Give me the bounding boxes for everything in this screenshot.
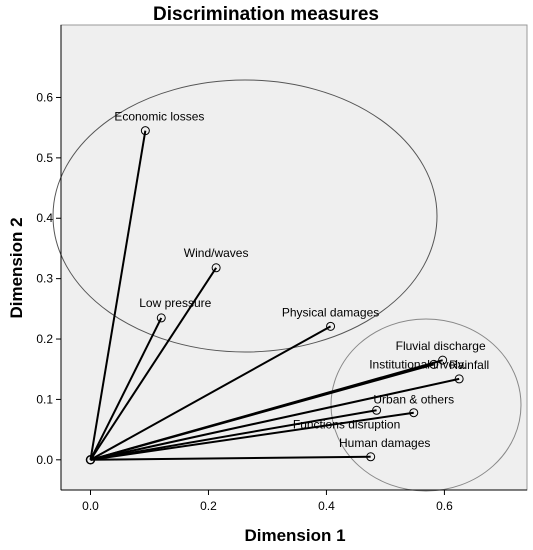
discrimination-vector: [90, 363, 435, 461]
point-label: Physical damages: [282, 305, 379, 319]
y-tick-label: 0.0: [36, 453, 53, 467]
data-point: [438, 355, 448, 365]
discrimination-vector: [89, 130, 147, 460]
discrimination-vector: [90, 409, 377, 461]
data-point: [366, 452, 376, 462]
data-point: [454, 374, 464, 384]
data-point: [372, 405, 382, 415]
point-label: Functions disruption: [293, 417, 400, 431]
point-label: Human damages: [339, 436, 430, 450]
point-label: Fluvial discharge: [396, 339, 486, 353]
point-label: Institutional involv.: [369, 357, 466, 371]
data-point: [140, 126, 150, 136]
chart-title: Discrimination measures: [153, 4, 379, 25]
data-point: [211, 263, 221, 273]
x-axis-label: Dimension 1: [244, 526, 345, 545]
point-label: Rainfall: [449, 358, 489, 372]
discrimination-vector: [90, 377, 460, 461]
axes: 0.0 0.2 0.4 0.6 0.0 0.1 0.2 0.3 0.4 0.5 0.6: [36, 25, 527, 513]
point-label: Wind/waves: [184, 246, 249, 260]
y-tick-label: 0.1: [36, 392, 53, 406]
point-label: Low pressure: [139, 296, 211, 310]
discrimination-vector: [90, 455, 371, 461]
cluster-ellipse-upper: [52, 79, 438, 353]
data-point: [156, 313, 166, 323]
points: [85, 126, 464, 465]
x-tick-label: 0.4: [318, 499, 335, 513]
discrimination-vector: [89, 317, 163, 461]
point-label: Urban & others: [373, 393, 454, 407]
y-tick-label: 0.5: [36, 151, 53, 165]
y-tick-label: 0.6: [36, 90, 53, 104]
cluster-ellipse-lower: [330, 318, 522, 492]
point-label: Economic losses: [114, 110, 204, 124]
point-labels: Economic losses Wind/waves Low pressure Phy…: [114, 110, 489, 450]
y-tick-label: 0.3: [36, 272, 53, 286]
discrimination-vector: [90, 411, 414, 461]
x-tick-label: 0.2: [200, 499, 217, 513]
data-point: [326, 321, 336, 331]
y-tick-label: 0.2: [36, 332, 53, 346]
data-point: [429, 359, 439, 369]
y-axis-label: Dimension 2: [7, 217, 26, 318]
discrimination-vector: [90, 325, 332, 461]
origin-point: [85, 455, 96, 465]
data-point: [409, 408, 419, 418]
vectors: [89, 130, 460, 461]
x-tick-label: 0.0: [82, 499, 99, 513]
cluster-ellipses: [52, 79, 522, 492]
discrimination-vector: [89, 267, 217, 461]
y-tick-label: 0.4: [36, 211, 53, 225]
x-tick-label: 0.6: [436, 499, 453, 513]
